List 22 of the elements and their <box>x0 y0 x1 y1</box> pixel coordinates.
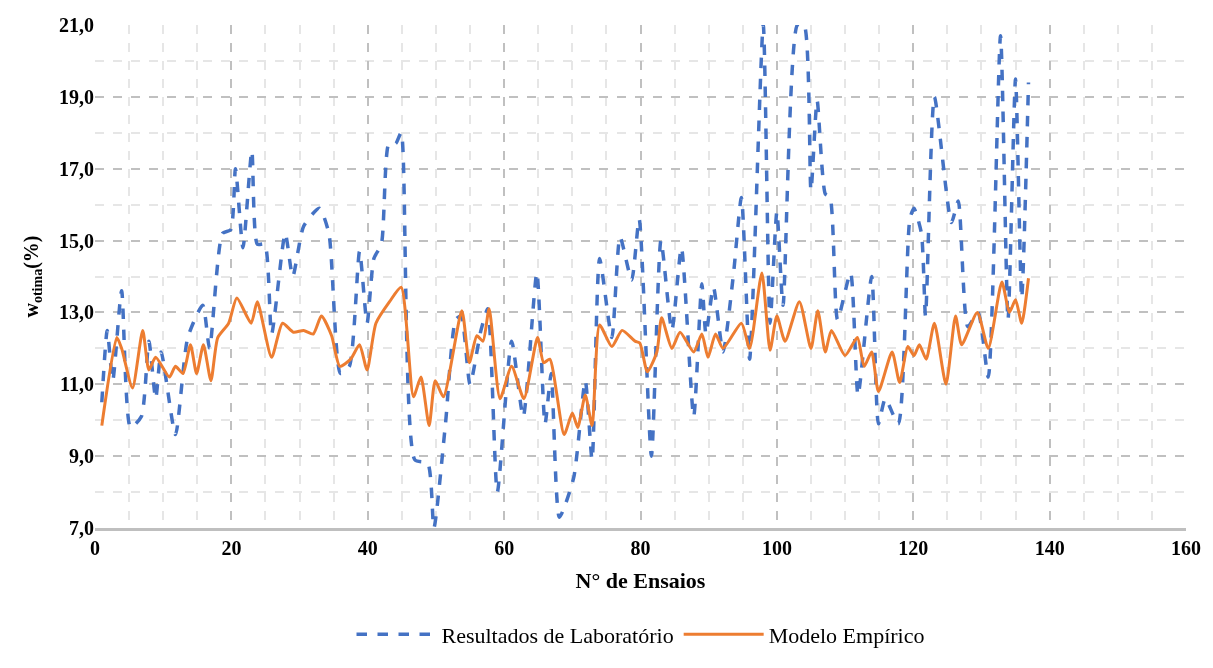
x-tick-label: 80 <box>630 537 651 559</box>
y-tick-label: 21,0 <box>59 14 94 36</box>
x-tick-label: 60 <box>494 537 515 559</box>
x-tick-label: 0 <box>90 537 100 559</box>
x-tick-label: 20 <box>221 537 242 559</box>
x-axis-title: N° de Ensaios <box>575 567 706 593</box>
legend-label: Modelo Empírico <box>768 622 925 648</box>
x-tick-label: 140 <box>1034 537 1065 559</box>
y-tick-label: 11,0 <box>60 373 94 396</box>
x-tick-label: 40 <box>357 537 378 559</box>
x-tick-label: 100 <box>761 537 792 559</box>
x-tick-label: 160 <box>1171 537 1201 559</box>
y-tick-label: 7,0 <box>69 517 94 539</box>
x-tick-label: 120 <box>898 537 929 559</box>
line-series <box>100 271 1030 437</box>
y-tick-label: 9,0 <box>69 445 94 468</box>
y-tick-label: 13,0 <box>59 301 94 324</box>
legend-label: Resultados de Laboratório <box>441 622 674 648</box>
y-tick-label: 17,0 <box>59 157 94 180</box>
y-tick-label: 15,0 <box>59 229 94 252</box>
line-series <box>100 25 1031 528</box>
y-tick-label: 19,0 <box>59 85 94 108</box>
